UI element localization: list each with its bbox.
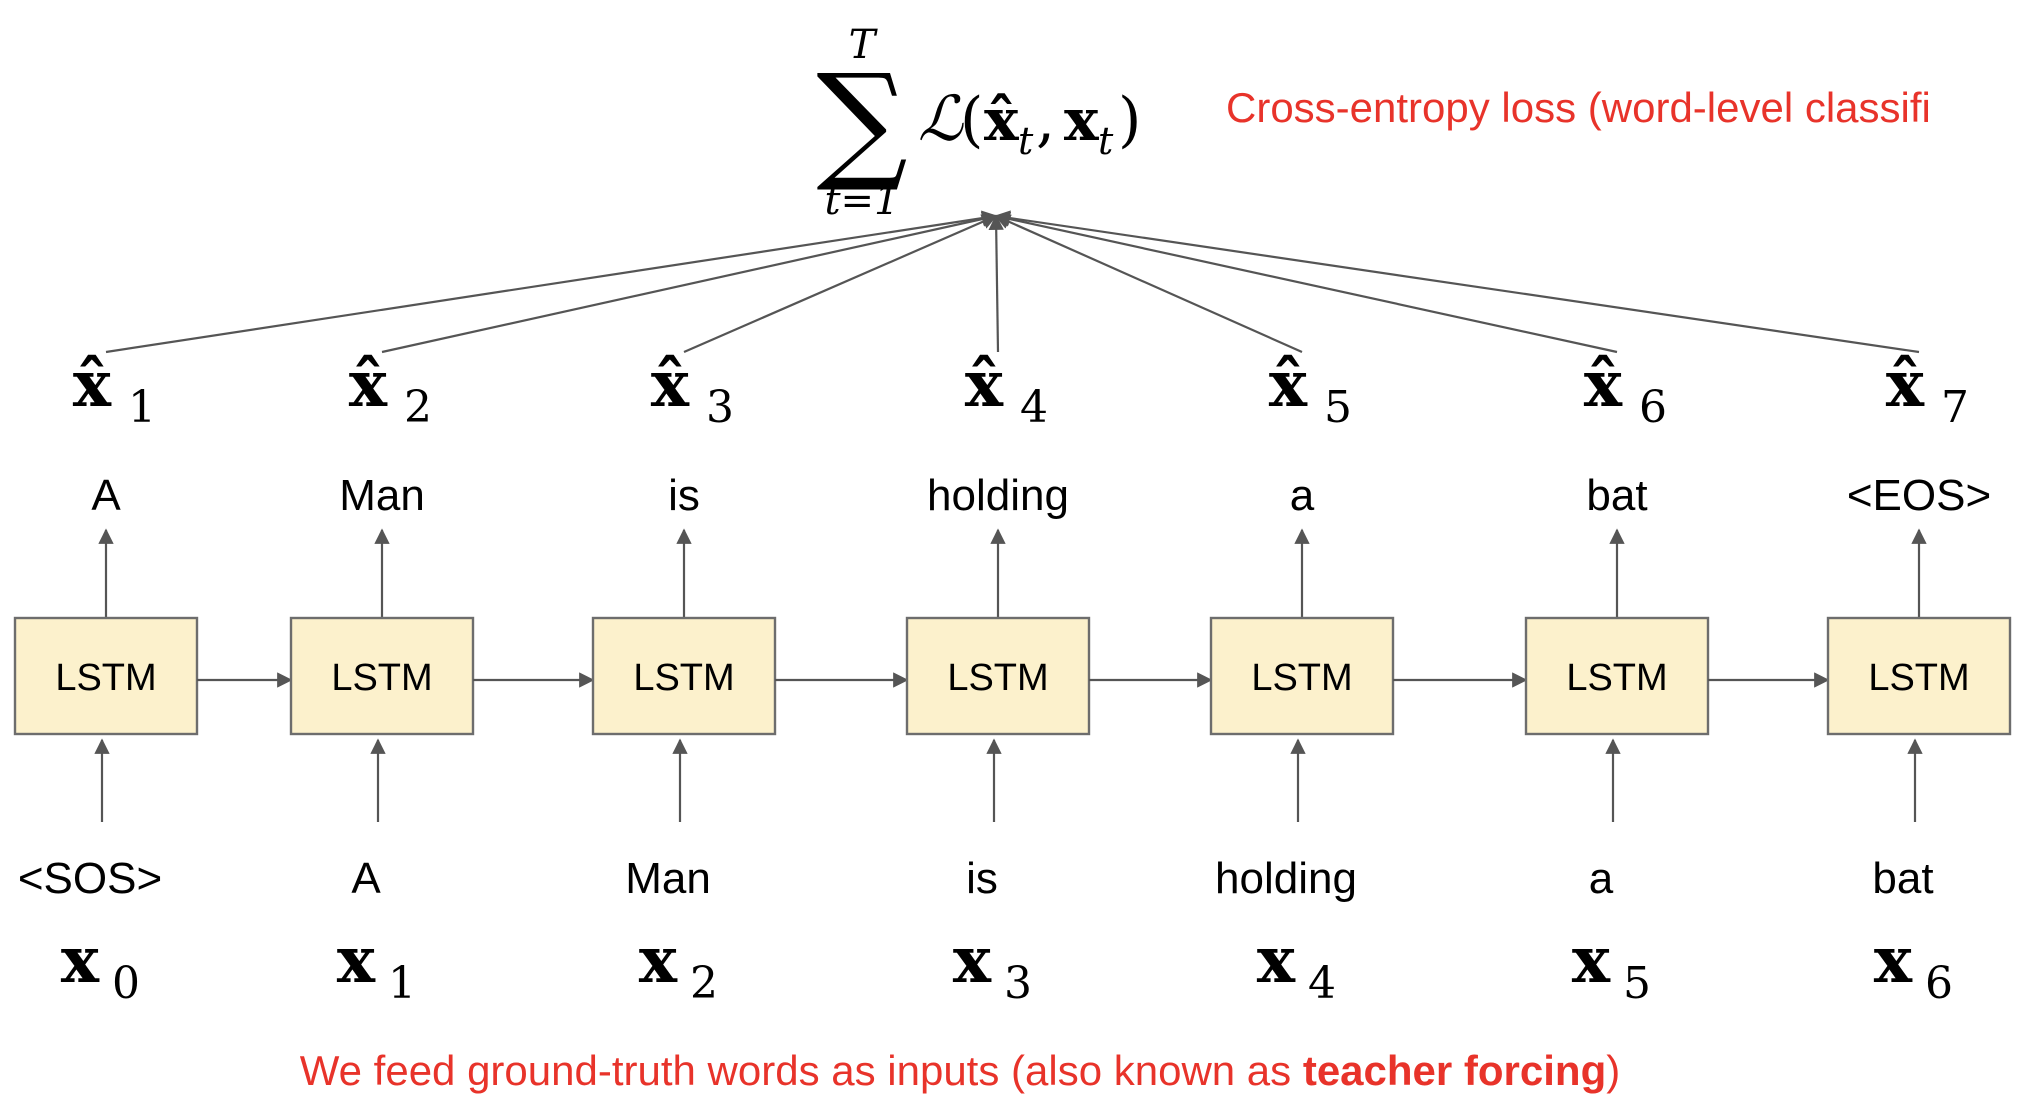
output-word: A xyxy=(91,471,121,520)
output-word: <EOS> xyxy=(1847,471,1991,520)
input-variable-subscript: 6 xyxy=(1925,958,1953,1009)
time-step-4: x̂ 4 holding LSTM is x 3 xyxy=(905,214,1213,1009)
lstm-cell xyxy=(289,616,475,736)
output-variable: x̂ xyxy=(965,347,1004,422)
arrow-to-loss xyxy=(994,210,1920,354)
output-word: a xyxy=(1290,471,1315,520)
sum-upper-limit: T xyxy=(849,22,879,68)
note-suffix: ) xyxy=(1606,1047,1620,1094)
lstm-cell xyxy=(13,616,199,736)
loss-function-symbol: ℒ xyxy=(918,82,964,155)
lstm-cell xyxy=(905,616,1091,736)
input-variable: x xyxy=(1572,923,1611,998)
lstm-cell xyxy=(591,616,777,736)
lstm-cell xyxy=(1826,616,2012,736)
sum-symbol: ∑ xyxy=(816,47,907,196)
lstm-cell-label: LSTM xyxy=(1868,657,1969,699)
lstm-cell-label: LSTM xyxy=(1566,657,1667,699)
output-variable: x̂ xyxy=(73,347,112,422)
lstm-cell-label: LSTM xyxy=(55,657,156,699)
output-variable-subscript: 6 xyxy=(1639,382,1667,433)
input-word: a xyxy=(1589,854,1614,903)
output-variable: x̂ xyxy=(1269,347,1308,422)
lstm-cell xyxy=(1524,616,1710,736)
output-variable-subscript: 3 xyxy=(706,382,734,433)
loss-predicted-var: x̂ xyxy=(984,86,1019,154)
lstm-cell xyxy=(1209,616,1395,736)
output-variable-subscript: 1 xyxy=(128,382,156,433)
output-variable: x̂ xyxy=(1886,347,1925,422)
loss-open-paren: ( xyxy=(960,85,983,155)
input-word: bat xyxy=(1872,854,1933,903)
input-variable: x xyxy=(953,923,992,998)
output-variable-subscript: 7 xyxy=(1941,382,1969,433)
output-variable-subscript: 4 xyxy=(1020,382,1048,433)
input-variable: x xyxy=(61,923,100,998)
output-variable-subscript: 2 xyxy=(404,382,432,433)
input-variable: x xyxy=(1874,923,1913,998)
loss-annotation: Cross-entropy loss (word-level classifi xyxy=(1226,84,1931,131)
note-prefix: We feed ground-truth words as inputs (al… xyxy=(300,1047,1303,1094)
input-variable-subscript: 5 xyxy=(1623,958,1651,1009)
output-word: is xyxy=(668,471,700,520)
input-word: <SOS> xyxy=(18,854,162,903)
loss-comma: , xyxy=(1036,85,1055,155)
teacher-forcing-note: We feed ground-truth words as inputs (al… xyxy=(300,1047,1621,1094)
lstm-cell-label: LSTM xyxy=(633,657,734,699)
input-variable-subscript: 4 xyxy=(1308,958,1336,1009)
input-word: Man xyxy=(625,854,711,903)
arrow-to-loss xyxy=(988,214,1004,353)
loss-target-var: x xyxy=(1064,86,1099,154)
lstm-cell-label: LSTM xyxy=(331,657,432,699)
arrow-to-loss xyxy=(105,210,998,354)
loss-formula: T ∑ t=1 ℒ ( x̂ t , x t ) xyxy=(816,22,1141,224)
input-word: A xyxy=(351,854,381,903)
note-emphasis: teacher forcing xyxy=(1303,1047,1606,1094)
input-variable: x xyxy=(1257,923,1296,998)
sum-lower-limit: t=1 xyxy=(824,178,899,224)
arrow-to-loss xyxy=(994,211,1618,354)
loss-predicted-sub: t xyxy=(1018,119,1034,163)
arrow-to-loss xyxy=(994,214,1303,354)
input-word: is xyxy=(966,854,998,903)
input-variable-subscript: 1 xyxy=(388,958,416,1009)
input-variable: x xyxy=(639,923,678,998)
output-variable-subscript: 5 xyxy=(1324,382,1352,433)
input-variable-subscript: 3 xyxy=(1004,958,1032,1009)
arrow-to-loss xyxy=(683,214,998,354)
output-word: holding xyxy=(927,471,1069,520)
input-variable-subscript: 0 xyxy=(112,958,140,1009)
output-variable: x̂ xyxy=(1584,347,1623,422)
input-word: holding xyxy=(1215,854,1357,903)
loss-target-sub: t xyxy=(1098,119,1114,163)
output-variable: x̂ xyxy=(651,347,690,422)
lstm-cell-label: LSTM xyxy=(1251,657,1352,699)
output-variable: x̂ xyxy=(349,347,388,422)
lstm-cell-label: LSTM xyxy=(947,657,1048,699)
input-variable: x xyxy=(337,923,376,998)
output-word: Man xyxy=(339,471,425,520)
loss-close-paren: ) xyxy=(1118,85,1141,155)
arrow-to-loss xyxy=(381,211,998,354)
output-word: bat xyxy=(1586,471,1647,520)
input-variable-subscript: 2 xyxy=(690,958,718,1009)
